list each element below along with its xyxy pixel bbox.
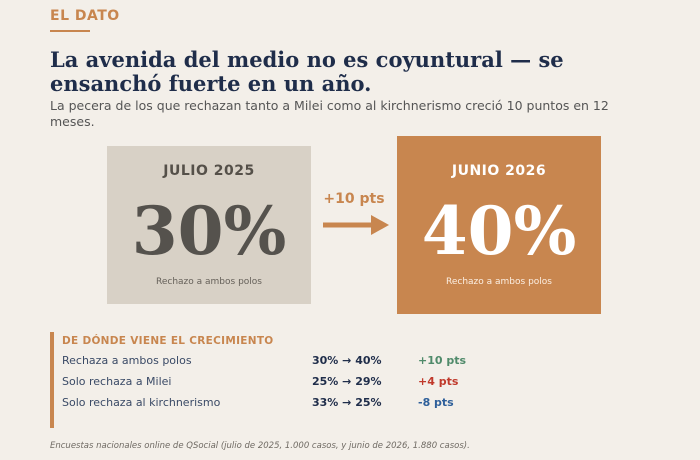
growth-title: DE DÓNDE VIENE EL CRECIMIENTO bbox=[62, 335, 274, 347]
right-arrow-icon bbox=[323, 215, 389, 235]
growth-row-delta: +4 pts bbox=[418, 375, 459, 388]
growth-row-change: 25% → 29% bbox=[312, 375, 382, 388]
growth-row-label: Rechaza a ambos polos bbox=[62, 354, 192, 367]
before-card-value: 30% bbox=[131, 192, 287, 270]
growth-row-change: 33% → 25% bbox=[312, 396, 382, 409]
before-card-label: JULIO 2025 bbox=[163, 163, 255, 179]
kicker-label: EL DATO bbox=[50, 8, 120, 24]
headline: La avenida del medio no es coyuntural — … bbox=[50, 47, 564, 96]
source-note: Encuestas nacionales online de QSocial (… bbox=[50, 441, 470, 451]
growth-breakdown: DE DÓNDE VIENE EL CRECIMIENTO Rechaza a … bbox=[50, 332, 614, 428]
after-card-value: 40% bbox=[421, 192, 577, 270]
after-card-label: JUNIO 2026 bbox=[451, 163, 547, 179]
kicker-underline bbox=[50, 30, 90, 32]
growth-row-label: Solo rechaza al kirchnerismo bbox=[62, 396, 221, 409]
before-card-caption: Rechazo a ambos polos bbox=[156, 277, 262, 287]
before-card: JULIO 2025 30% Rechazo a ambos polos bbox=[107, 146, 311, 304]
growth-row-delta: +10 pts bbox=[418, 354, 467, 367]
growth-row: Solo rechaza a Milei 25% → 29% +4 pts bbox=[62, 375, 612, 391]
after-card: JUNIO 2026 40% Rechazo a ambos polos bbox=[397, 136, 601, 314]
growth-row-change: 30% → 40% bbox=[312, 354, 382, 367]
delta-label: +10 pts bbox=[323, 191, 385, 207]
growth-row-delta: -8 pts bbox=[418, 396, 454, 409]
subheadline: La pecera de los que rechazan tanto a Mi… bbox=[50, 98, 609, 129]
growth-row: Solo rechaza al kirchnerismo 33% → 25% -… bbox=[62, 396, 612, 412]
growth-row-label: Solo rechaza a Milei bbox=[62, 375, 172, 388]
after-card-caption: Rechazo a ambos polos bbox=[446, 277, 552, 287]
growth-row: Rechaza a ambos polos 30% → 40% +10 pts bbox=[62, 354, 612, 370]
